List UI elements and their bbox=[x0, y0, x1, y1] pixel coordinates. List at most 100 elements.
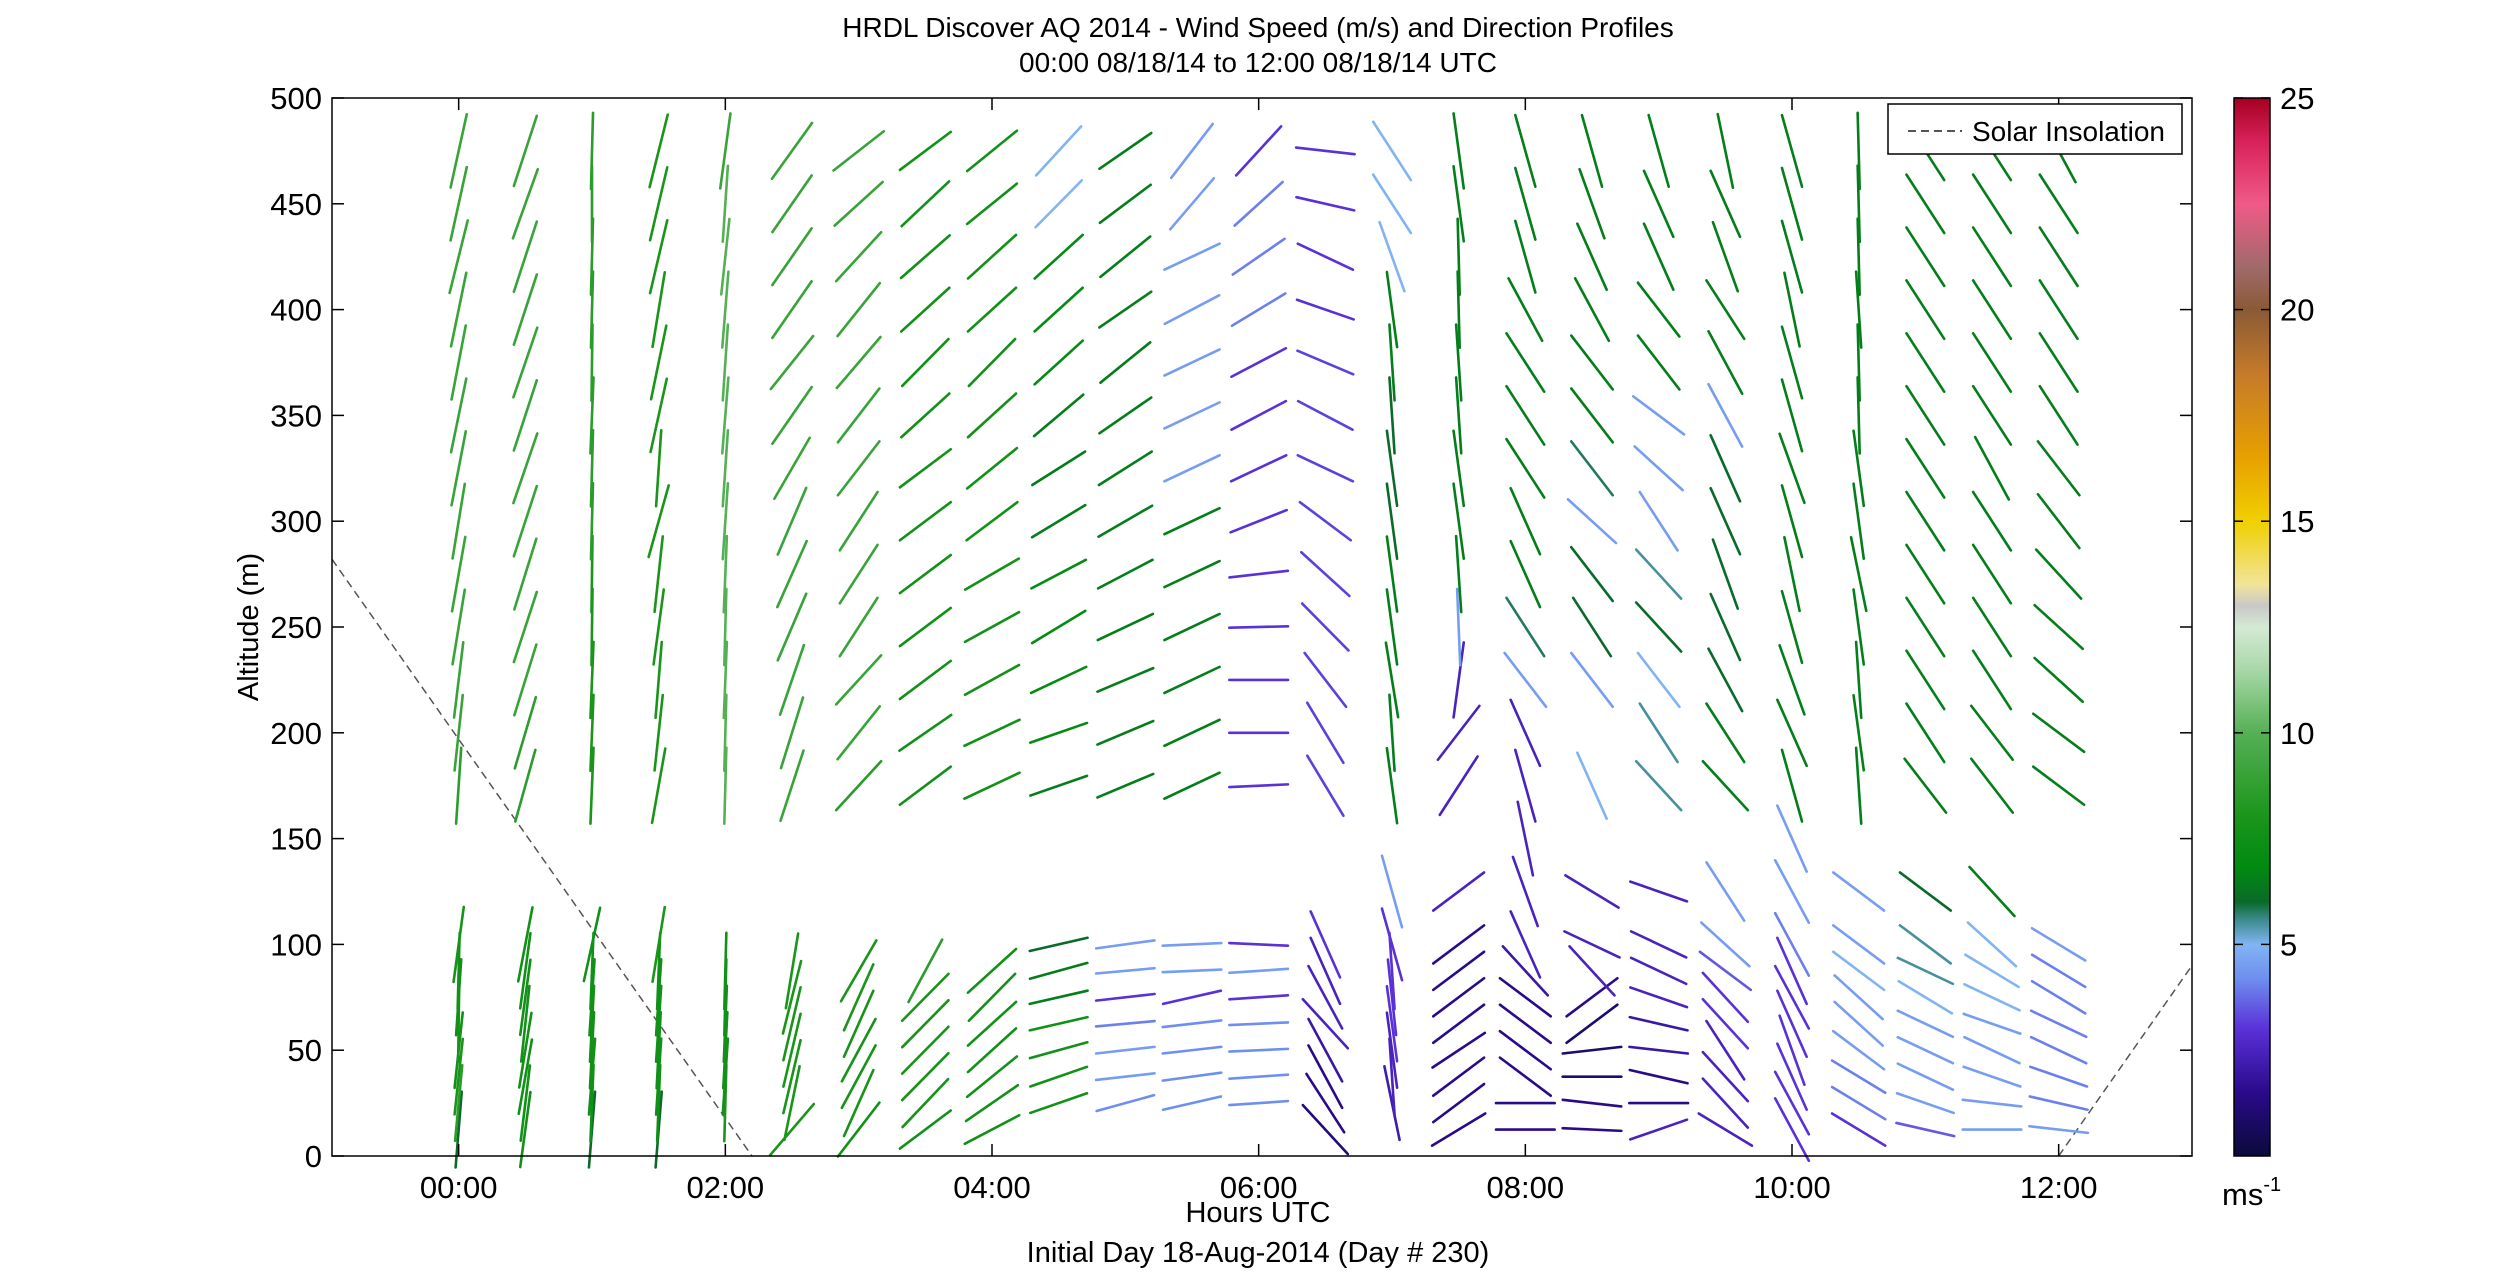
wind-segment bbox=[898, 713, 953, 752]
wind-segment bbox=[654, 429, 663, 508]
wind-segment bbox=[1098, 396, 1153, 435]
wind-segment bbox=[1898, 871, 1953, 912]
wind-segment bbox=[898, 765, 953, 807]
wind-segment bbox=[1296, 399, 1354, 431]
wind-segment bbox=[1098, 290, 1153, 329]
wind-segment bbox=[1388, 323, 1396, 402]
wind-segment bbox=[966, 1027, 1018, 1074]
wind-segment bbox=[966, 233, 1018, 280]
wind-segment bbox=[1854, 746, 1863, 825]
wind-segment bbox=[834, 654, 883, 706]
x-tick-label: 08:00 bbox=[1487, 1170, 1565, 1205]
wind-segment bbox=[1636, 281, 1681, 338]
wind-segment bbox=[1509, 910, 1542, 979]
wind-segment bbox=[1163, 294, 1221, 326]
wind-segment bbox=[2033, 656, 2084, 704]
wind-segment bbox=[900, 1051, 950, 1102]
wind-segment bbox=[782, 986, 802, 1062]
wind-segment bbox=[1228, 1099, 1290, 1107]
wind-segment bbox=[1905, 596, 1946, 658]
chart-subtitle: 00:00 08/18/14 to 12:00 08/18/14 UTC bbox=[1019, 47, 1497, 78]
wind-segment bbox=[721, 164, 730, 244]
wind-segment bbox=[722, 534, 729, 614]
wind-segment bbox=[779, 749, 805, 823]
wind-segment bbox=[721, 323, 730, 402]
wind-segment bbox=[452, 640, 465, 719]
wind-segment bbox=[836, 1101, 881, 1158]
wind-segment bbox=[1033, 233, 1084, 280]
wind-segment bbox=[1569, 651, 1615, 709]
wind-segment bbox=[1705, 279, 1746, 341]
wind-segment bbox=[1773, 1097, 1811, 1163]
wind-segment bbox=[1629, 986, 1689, 1009]
wind-segment bbox=[1631, 395, 1686, 436]
wind-segment bbox=[1971, 490, 2013, 552]
wind-segment bbox=[1514, 166, 1537, 241]
wind-segment bbox=[1300, 550, 1351, 598]
wind-segment bbox=[1705, 702, 1746, 764]
wind-segment bbox=[720, 376, 730, 455]
wind-segment bbox=[771, 174, 813, 234]
wind-segment bbox=[721, 429, 730, 508]
wind-segment bbox=[1095, 1093, 1156, 1113]
wind-segment bbox=[582, 906, 602, 983]
y-axis-label: Altitude (m) bbox=[233, 553, 265, 701]
wind-segment bbox=[1294, 146, 1356, 156]
wind-segment bbox=[1295, 195, 1356, 212]
wind-segment bbox=[1094, 1072, 1156, 1082]
x-axis-ticks: 00:00 02:00 04:00 06:00 08:00 10:00 12:00 bbox=[420, 98, 2097, 1205]
wind-segment bbox=[1456, 217, 1461, 297]
wind-segment bbox=[512, 220, 539, 294]
x-tick-label: 02:00 bbox=[687, 1170, 765, 1205]
y-tick-label: 300 bbox=[270, 504, 322, 539]
wind-segment bbox=[648, 166, 669, 242]
wind-segment bbox=[2030, 979, 2087, 1015]
wind-segment bbox=[1385, 588, 1399, 666]
wind-segment bbox=[1305, 1072, 1346, 1134]
wind-segment bbox=[1971, 543, 2013, 605]
wind-segment bbox=[1634, 548, 1683, 600]
wind-segment bbox=[771, 279, 813, 340]
wind-segment bbox=[966, 1000, 1018, 1047]
wind-segment bbox=[587, 1037, 597, 1116]
wind-segment bbox=[965, 446, 1019, 490]
wind-segment bbox=[1856, 217, 1861, 297]
wind-segment bbox=[1971, 596, 2013, 658]
wind-segment bbox=[1629, 930, 1688, 959]
wind-segment bbox=[1831, 871, 1886, 912]
wind-segment bbox=[832, 129, 886, 172]
wind-segment bbox=[1096, 558, 1154, 590]
wind-segment bbox=[900, 999, 950, 1049]
wind-segment bbox=[1097, 450, 1153, 487]
wind-segment bbox=[1383, 1065, 1401, 1142]
wind-segment bbox=[722, 640, 729, 720]
wind-segment bbox=[1296, 242, 1355, 272]
wind-segment bbox=[1895, 1121, 1956, 1138]
colorbar-ticks: 5 10 15 20 25 bbox=[2234, 81, 2314, 962]
wind-segment bbox=[1514, 113, 1537, 188]
wind-segment bbox=[1961, 1098, 2023, 1108]
wind-segment bbox=[900, 1025, 950, 1075]
wind-segment bbox=[1097, 504, 1154, 538]
wind-segment bbox=[836, 281, 882, 338]
wind-segment bbox=[1163, 242, 1221, 272]
wind-segment bbox=[782, 1038, 802, 1115]
legend-label-solar: Solar Insolation bbox=[1972, 116, 2165, 147]
wind-segment bbox=[1169, 122, 1215, 180]
wind-segment bbox=[1096, 719, 1155, 746]
wind-segment bbox=[1783, 271, 1801, 348]
wind-segment bbox=[1295, 298, 1355, 321]
wind-segment bbox=[654, 640, 664, 720]
wind-segment bbox=[963, 610, 1021, 644]
wind-segment bbox=[1969, 704, 2015, 762]
wind-segment bbox=[511, 167, 540, 240]
wind-segment bbox=[1578, 167, 1606, 240]
wind-segment bbox=[2028, 1124, 2090, 1135]
wind-segment bbox=[1233, 180, 1284, 227]
wind-segment bbox=[519, 1064, 532, 1143]
wind-segment bbox=[1231, 237, 1286, 276]
wind-segment bbox=[836, 440, 881, 497]
wind-segment bbox=[838, 596, 879, 658]
wind-segment bbox=[900, 180, 951, 228]
